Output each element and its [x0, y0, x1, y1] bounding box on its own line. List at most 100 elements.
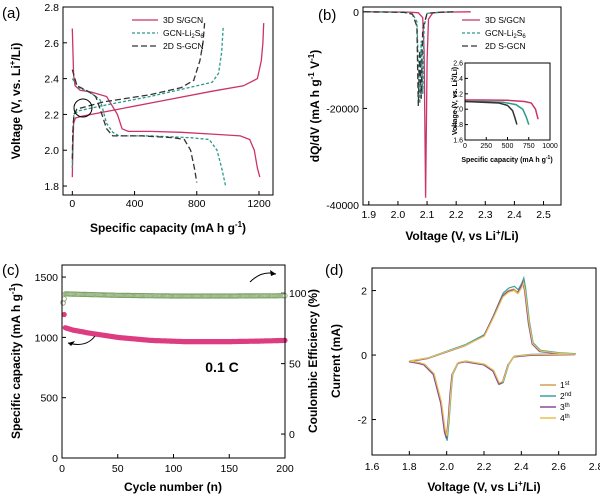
y-tick-label: 2.0: [44, 145, 59, 157]
y-tick-label: 2.2: [44, 109, 59, 121]
inset-y-tick-label: 2.4: [453, 76, 463, 83]
inset-x-tick-label: 0: [463, 143, 467, 150]
y-tick-label: 1500: [35, 272, 59, 284]
cv-cycle-2-line: [409, 275, 577, 441]
y-tick-label: 0: [353, 7, 359, 19]
x-tick-label: 2.8: [589, 461, 600, 473]
panel-label-c: (c): [2, 262, 20, 279]
x-tick-label: 2.4: [514, 461, 529, 473]
panel-c-y2-label: Coulombic Efficiency (%): [306, 289, 320, 433]
series-1-discharge-line: [71, 78, 227, 187]
panel-a-legend: 3D S/GCN GCN-Li2S6 2D S-GCN: [132, 15, 204, 51]
x-tick-label: 2.2: [449, 209, 464, 221]
inset-y-tick-label: 2.0: [453, 107, 463, 114]
x-tick-label: 400: [126, 198, 144, 210]
y-tick-label: 500: [40, 393, 58, 405]
series-1-line: [364, 11, 457, 104]
x-tick-label: 2.5: [536, 209, 551, 221]
legend-label-cycle-3: 3th: [560, 402, 570, 412]
legend-label-3d: 3D S/GCN: [485, 15, 525, 25]
x-tick-label: 2.1: [420, 209, 435, 221]
x-tick-label: 1.9: [362, 209, 377, 221]
inset-x-tick-label: 500: [502, 143, 514, 150]
cv-cycle-4-line: [409, 280, 576, 437]
inset-x-tick-label: 250: [480, 143, 492, 150]
series-0-discharge-line: [71, 28, 261, 178]
x-tick-label: 0: [69, 198, 75, 210]
panel-b-inset: 0 250 500 750 1000 1.6 1.8 2.0 2.2 2.4 2.6 Specifi…: [449, 59, 558, 164]
inset-series-2-line: [464, 100, 518, 125]
x-tick-label: 2.3: [478, 209, 493, 221]
y2-tick-label: 0: [289, 429, 295, 441]
series-2-discharge-line: [71, 69, 198, 183]
inset-y-tick-label: 2.6: [453, 61, 463, 68]
panel-d-y-label: Current (mA): [329, 324, 343, 398]
panel-b-legend: 3D S/GCN GCN-Li2S6 2D S-GCN: [462, 15, 526, 51]
legend-label-cycle-2: 2nd: [560, 391, 571, 401]
panel-label-d: (d): [325, 262, 343, 279]
y2-tick-label: 50: [289, 359, 301, 371]
series-capacity-points: [60, 299, 288, 345]
cv-cycle-1-line: [409, 278, 576, 440]
y-tick-label: 0: [361, 350, 367, 362]
y-tick-label: -2: [358, 415, 367, 427]
inset-series-1-line: [465, 100, 530, 125]
series-2-line: [364, 11, 457, 107]
legend-label-cycle-1: 1st: [560, 380, 570, 390]
legend-label-2d: 2D S-GCN: [163, 41, 204, 51]
panel-label-a: (a): [2, 5, 20, 22]
x-tick-label: 200: [276, 463, 294, 475]
data-point: [61, 311, 67, 318]
panel-c-frame: [61, 264, 286, 459]
y-tick-label: 0: [52, 453, 58, 465]
panel-b-frame: [362, 6, 562, 206]
inset-y-label: Voltage (V, vs. Li+/Li): [450, 67, 459, 135]
data-point: [61, 296, 67, 302]
x-tick-label: 50: [112, 463, 124, 475]
panel-a-frame: [62, 6, 274, 196]
panel-c: 0 50 100 150 200 0 500 1000 1500 0 50 100 0.1 C Cyc…: [8, 264, 320, 494]
legend-label-2d: 2D S-GCN: [485, 41, 526, 51]
panel-c-rate-annotation: 0.1 C: [205, 359, 238, 375]
inset-x-label: Specific capacity (mA h g-1): [461, 155, 552, 164]
cv-cycle-3-line: [408, 279, 576, 439]
x-tick-label: 1.8: [402, 461, 417, 473]
x-tick-label: 2.0: [439, 461, 454, 473]
panel-b-x-label: Voltage (V, vs Li+/Li): [405, 228, 518, 243]
panel-c-x-label: Cycle number (n): [124, 480, 222, 494]
y-tick-label: -20000: [326, 103, 359, 115]
arrowhead-left-icon: [68, 341, 75, 346]
inset-x-tick-label: 750: [523, 143, 535, 150]
x-tick-label: 1.6: [365, 461, 380, 473]
arrowhead-right-icon: [270, 270, 276, 276]
inset-series-0-line: [465, 99, 539, 120]
panel-c-y-label: Specific capacity (mA h g-1): [8, 283, 23, 439]
series-2-charge-line: [71, 23, 206, 160]
x-tick-label: 2.4: [507, 209, 522, 221]
panel-a-x-label: Specific capacity (mA h g-1): [90, 220, 246, 235]
y-tick-label: 2.6: [44, 38, 59, 50]
inset-y-tick-label: 2.2: [453, 91, 463, 98]
legend-label-gcn: GCN-Li2S6: [163, 28, 204, 40]
panel-a: 0 400 800 1200 1.8 2.0 2.2 2.4 2.6 2.8 3D S/GCN G…: [8, 2, 274, 235]
x-tick-label: 0: [59, 463, 65, 475]
panel-d-x-label: Voltage (V, vs Li+/Li): [427, 479, 540, 494]
legend-label-cycle-4: 4th: [560, 413, 570, 423]
x-tick-label: 2.0: [391, 209, 406, 221]
panel-label-b: (b): [318, 7, 336, 24]
legend-label-3d: 3D S/GCN: [163, 15, 203, 25]
panel-b: 1.9 2.0 2.1 2.2 2.3 2.4 2.5 0 -20000 -40000 3D S/…: [307, 6, 562, 243]
series-coulombic-efficiency-points: [60, 291, 288, 306]
inset-y-tick-label: 1.8: [453, 122, 463, 129]
panel-a-y-label: Voltage (V, vs. Li+/Li): [8, 43, 23, 160]
y-tick-label: 2.4: [44, 74, 59, 86]
panel-d-frame: [371, 267, 597, 456]
panel-b-y-label: dQ/dV (mA h g-1 V-1): [307, 50, 322, 162]
x-tick-label: 150: [220, 463, 238, 475]
x-tick-label: 1200: [247, 198, 271, 210]
y-tick-label: 1.8: [44, 181, 59, 193]
inset-background: [449, 59, 555, 152]
